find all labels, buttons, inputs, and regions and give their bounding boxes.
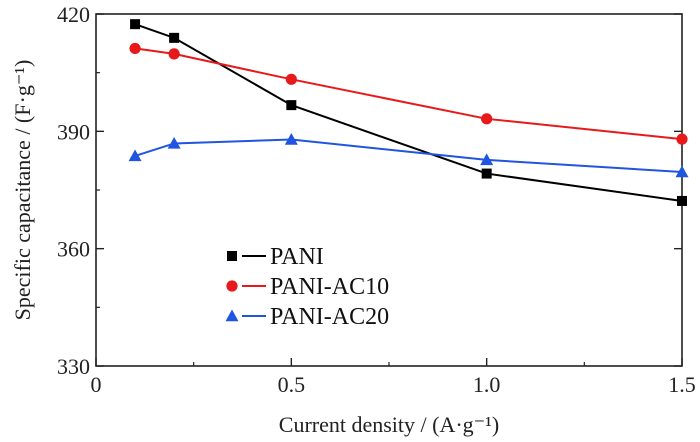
- data-point-triangle: [128, 149, 142, 162]
- data-point-circle: [226, 280, 238, 292]
- series-pani-ac10: [129, 42, 688, 145]
- data-point-triangle: [167, 136, 181, 149]
- data-point-square: [481, 168, 492, 179]
- series-line: [134, 23, 683, 202]
- data-point-circle: [481, 113, 493, 125]
- data-point-circle: [168, 48, 180, 60]
- legend-label: PANI-AC20: [270, 304, 389, 330]
- y-tick-label: 330: [57, 354, 90, 379]
- data-point-square: [130, 19, 141, 30]
- data-point-triangle: [675, 165, 689, 178]
- legend-item: PANI: [227, 244, 324, 270]
- x-axis-title: Current density / (A·g⁻¹): [279, 412, 499, 437]
- series-pani: [130, 19, 687, 206]
- data-point-square: [677, 195, 687, 206]
- data-point-square: [169, 32, 180, 43]
- series-line: [134, 138, 683, 174]
- data-point-circle: [285, 73, 297, 85]
- x-tick-label: 1.5: [668, 372, 696, 397]
- x-axis-ticks: 0 0.5 1.0 1.5: [91, 358, 696, 397]
- legend-item: PANI-AC10: [226, 274, 389, 300]
- data-point-square: [227, 251, 237, 261]
- series-layer: [128, 19, 689, 206]
- y-tick-label: 360: [57, 237, 90, 262]
- legend-item: PANI-AC20: [225, 304, 389, 330]
- legend: PANI PANI-AC10 PANI-AC20: [225, 244, 389, 330]
- x-tick-label: 1.0: [473, 372, 501, 397]
- data-point-circle: [676, 133, 688, 145]
- data-point-triangle: [480, 153, 494, 166]
- legend-label: PANI-AC10: [270, 274, 389, 300]
- data-point-triangle: [225, 309, 239, 322]
- x-tick-label: 0: [91, 372, 102, 397]
- y-tick-label: 420: [57, 2, 90, 27]
- x-tick-label: 0.5: [278, 372, 306, 397]
- series-pani-ac20: [128, 133, 689, 178]
- y-tick-label: 390: [57, 119, 90, 144]
- data-point-circle: [129, 42, 141, 55]
- data-point-triangle: [284, 133, 298, 145]
- y-axis-ticks: 330 360 390 420: [57, 2, 682, 379]
- data-point-square: [286, 100, 297, 111]
- y-axis-title: Specific capacitance / (F·g⁻¹): [10, 60, 35, 321]
- legend-label: PANI: [270, 244, 324, 270]
